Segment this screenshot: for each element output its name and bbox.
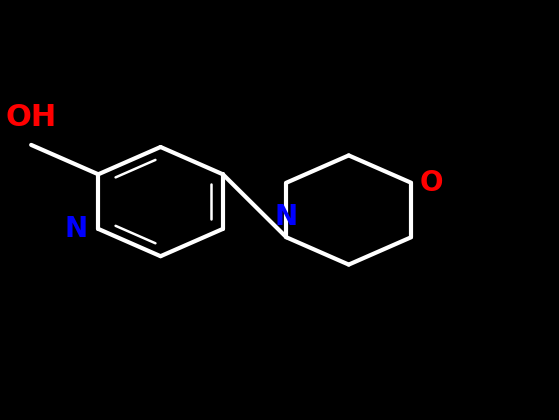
Text: N: N <box>275 203 298 231</box>
Text: N: N <box>64 215 87 243</box>
Text: OH: OH <box>6 103 57 132</box>
Text: O: O <box>419 169 443 197</box>
